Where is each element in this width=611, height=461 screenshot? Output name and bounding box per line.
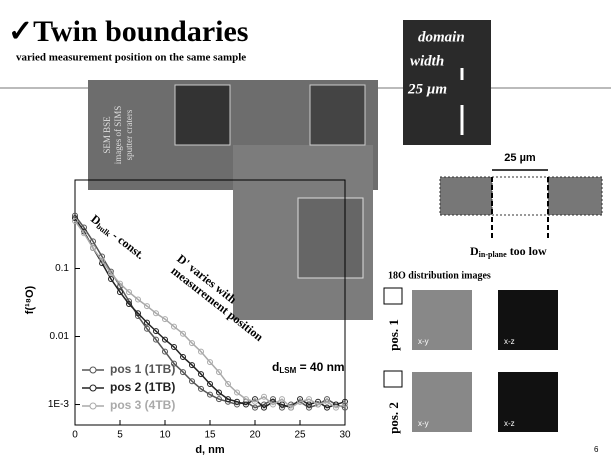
row-label: pos. 1 [386,319,401,351]
a-after: - const. [108,226,148,261]
view: x-z [504,337,515,346]
view: x-z [504,419,515,428]
x-tick-label: 20 [249,430,261,441]
d: D [470,244,479,258]
x-tick-label: 10 [159,430,171,441]
crater [175,85,230,145]
sem-text: images of SIMS [113,106,123,165]
d-sub: in-plane [479,250,507,259]
sem-text: sputter craters [124,109,134,160]
page-number: 6 [594,445,599,454]
twin-domain [492,177,548,215]
view: x-y [418,337,429,346]
y-tick-label: 0.1 [55,263,69,274]
row-label: pos. 2 [386,402,401,434]
legend-label: pos 2 (1TB) [110,380,175,394]
y-tick-label: 0.01 [50,331,70,342]
y-label: f(¹⁸O) [24,285,36,314]
legend-marker [90,403,96,409]
x-tick-label: 15 [204,430,216,441]
legend-label: pos 1 (1TB) [110,362,175,376]
d-after: too low [507,244,547,258]
annotation: dLSM = 40 nm [272,360,345,375]
crater [310,85,365,145]
x-tick-label: 30 [339,430,351,441]
x-label: d, nm [195,444,225,456]
sem-text: SEM BSE [102,116,112,154]
dist-images: pos. 1 pos. 2 x-y x-z x-y x-z [384,288,558,434]
x-tick-label: 0 [72,430,78,441]
legend-label: pos 3 (4TB) [110,398,175,412]
legend-marker [90,385,96,391]
a: d [272,360,279,374]
x-tick-label: 5 [117,430,123,441]
crater [298,198,363,278]
box [384,371,402,387]
d-inplane: Din-plane too low [470,244,547,259]
title: ✓Twin boundaries [8,15,248,48]
legend-marker [90,367,96,373]
width-label: 25 µm [504,152,536,164]
inset-text: domain [418,29,465,45]
box [384,288,402,304]
slide: ✓Twin boundaries varied measurement posi… [0,0,611,461]
inset-text: 25 µm [407,81,447,97]
a-after: = 40 nm [296,360,344,374]
a-sub: LSM [279,366,296,375]
dist-title: 18O distribution images [388,270,491,281]
view: x-y [418,419,429,428]
y-tick-label: 1E-3 [48,399,70,410]
inset-text: width [410,53,444,69]
x-tick-label: 25 [294,430,306,441]
subtitle: varied measurement position on the same … [16,52,246,64]
